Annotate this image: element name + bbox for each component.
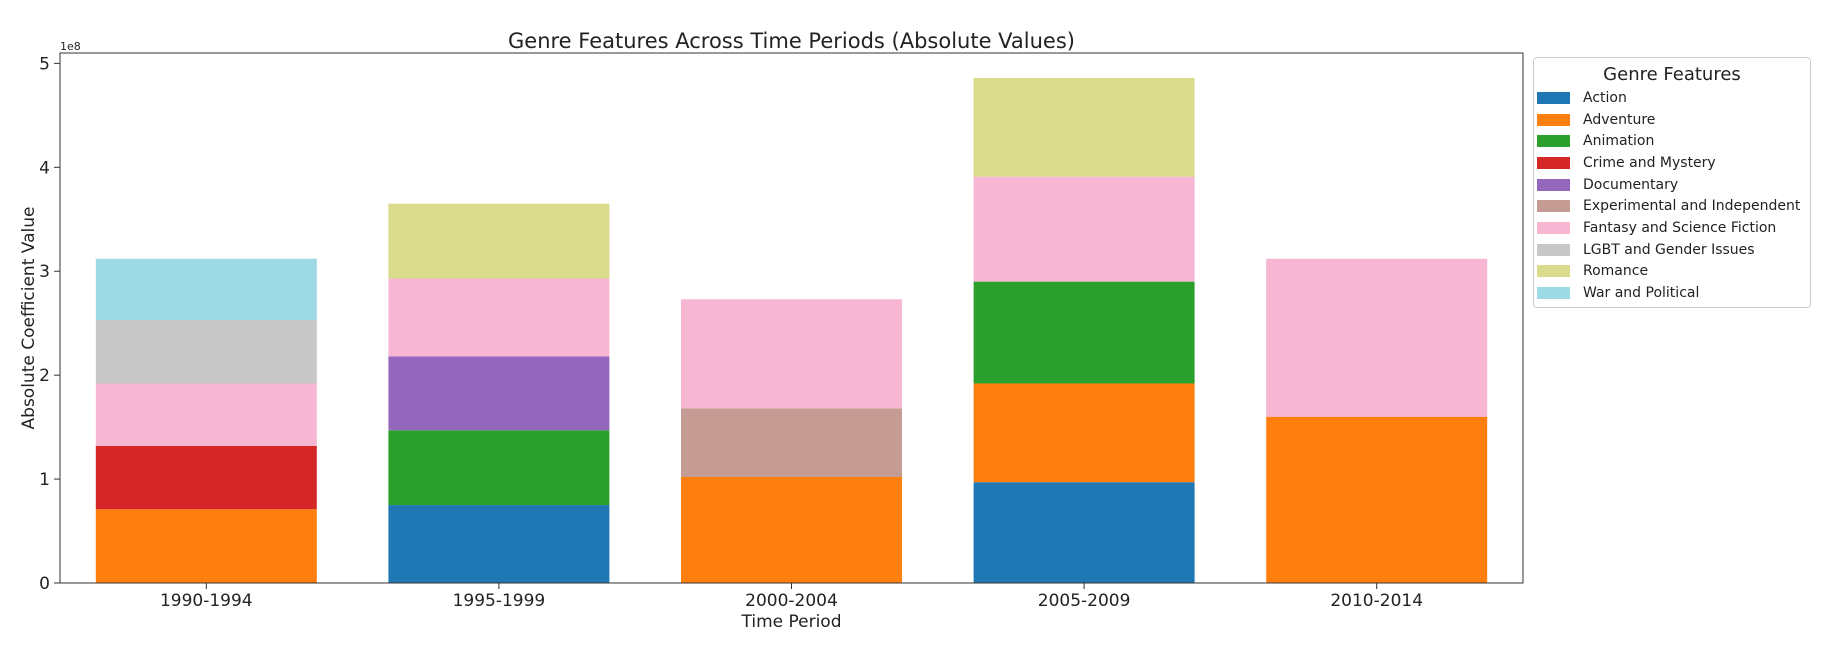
legend: Genre Features Action Adventure Animation C… — [1533, 57, 1811, 308]
y-axis: 0 1 2 3 4 5 — [39, 54, 60, 594]
legend-label: Documentary — [1583, 176, 1679, 193]
legend-swatch — [1537, 287, 1570, 300]
y-axis-label: Absolute Coefficient Value — [19, 207, 39, 430]
bar-romance-1995-1999 — [388, 203, 610, 279]
y-tick-label: 4 — [39, 158, 50, 178]
legend-item-adventure: Adventure — [1534, 109, 1810, 131]
legend-swatch — [1537, 91, 1570, 104]
legend-item-experimental-and-independent: Experimental and Independent — [1534, 195, 1810, 217]
legend-label: LGBT and Gender Issues — [1583, 241, 1755, 258]
legend-swatch — [1537, 135, 1570, 148]
legend-item-fantasy-and-science-fiction: Fantasy and Science Fiction — [1534, 217, 1810, 239]
y-tick-label: 2 — [39, 366, 50, 386]
bar-adventure-2010-2014 — [1266, 416, 1488, 583]
x-tick-label: 2010-2014 — [1330, 591, 1423, 611]
legend-label: Fantasy and Science Fiction — [1583, 219, 1777, 236]
legend-item-crime-and-mystery: Crime and Mystery — [1534, 152, 1810, 174]
bar-fantasy-and-science-fiction-1990-1994 — [95, 383, 317, 446]
x-tick-label: 1995-1999 — [453, 591, 546, 611]
bar-animation-2005-2009 — [973, 281, 1195, 384]
legend-swatch — [1537, 221, 1570, 234]
chart-title: Genre Features Across Time Periods (Abso… — [508, 29, 1075, 53]
x-axis-label: Time Period — [740, 612, 841, 632]
x-tick-label: 2000-2004 — [745, 591, 838, 611]
bar-fantasy-and-science-fiction-2010-2014 — [1266, 258, 1488, 417]
bar-experimental-and-independent-2000-2004 — [681, 408, 902, 477]
y-tick-label: 0 — [39, 574, 50, 594]
bar-adventure-2000-2004 — [681, 477, 902, 583]
legend-swatch — [1537, 243, 1570, 256]
legend-item-romance: Romance — [1534, 261, 1810, 283]
bar-fantasy-and-science-fiction-2000-2004 — [681, 299, 902, 409]
y-tick-label: 3 — [39, 262, 50, 282]
legend-swatch — [1537, 265, 1570, 278]
bar-adventure-1990-1994 — [95, 509, 317, 583]
legend-label: Animation — [1583, 133, 1655, 150]
y-axis-offset-label: 1e8 — [60, 40, 81, 53]
legend-item-animation: Animation — [1534, 130, 1810, 152]
bars-group — [95, 77, 1488, 583]
legend-label: Adventure — [1583, 111, 1656, 128]
legend-swatch — [1537, 156, 1570, 169]
bar-war-and-political-1990-1994 — [95, 258, 317, 321]
legend-item-war-and-political: War and Political — [1534, 282, 1810, 304]
x-tick-label: 2005-2009 — [1038, 591, 1131, 611]
bar-fantasy-and-science-fiction-1995-1999 — [388, 278, 610, 357]
legend-label: War and Political — [1583, 285, 1700, 302]
y-tick-label: 5 — [39, 54, 50, 74]
bar-animation-1995-1999 — [388, 430, 610, 506]
x-tick-label: 1990-1994 — [160, 591, 253, 611]
legend-label: Romance — [1583, 263, 1649, 280]
legend-item-documentary: Documentary — [1534, 174, 1810, 196]
legend-label: Experimental and Independent — [1583, 198, 1801, 215]
bar-crime-and-mystery-1990-1994 — [95, 445, 317, 510]
y-tick-label: 1 — [39, 470, 50, 490]
legend-swatch — [1537, 178, 1570, 191]
bar-romance-2005-2009 — [973, 77, 1195, 177]
bar-adventure-2005-2009 — [973, 383, 1195, 483]
legend-label: Crime and Mystery — [1583, 154, 1716, 171]
bar-fantasy-and-science-fiction-2005-2009 — [973, 176, 1195, 282]
legend-item-lgbt-and-gender-issues: LGBT and Gender Issues — [1534, 239, 1810, 261]
legend-label: Action — [1583, 89, 1627, 106]
bar-action-2005-2009 — [973, 482, 1195, 583]
legend-title: Genre Features — [1603, 64, 1741, 85]
bar-documentary-1995-1999 — [388, 356, 610, 431]
x-axis: 1990-1994 1995-1999 2000-2004 2005-2009 2010… — [160, 583, 1423, 611]
legend-swatch — [1537, 113, 1570, 126]
bar-lgbt-and-gender-issues-1990-1994 — [95, 320, 317, 384]
legend-items: Action Adventure Animation Crime and Myster… — [1534, 87, 1810, 304]
legend-item-action: Action — [1534, 87, 1810, 109]
bar-action-1995-1999 — [388, 505, 610, 583]
legend-swatch — [1537, 200, 1570, 213]
